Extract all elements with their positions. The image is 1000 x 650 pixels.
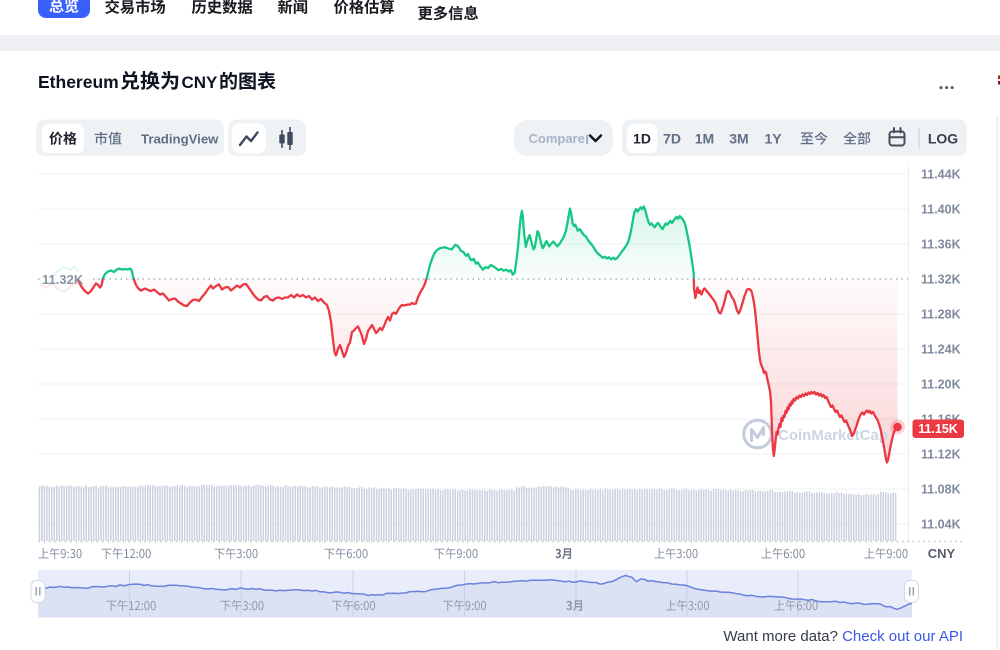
svg-text:11.40K: 11.40K: [921, 203, 961, 217]
svg-text:CNY: CNY: [928, 546, 956, 561]
svg-text:11.20K: 11.20K: [921, 378, 961, 392]
svg-text:TradingView: TradingView: [141, 132, 219, 147]
svg-text:11.36K: 11.36K: [921, 238, 961, 252]
svg-text:1Y: 1Y: [764, 131, 782, 147]
svg-text:Compare: Compare: [529, 131, 585, 146]
svg-text:LOG: LOG: [928, 131, 958, 147]
svg-text:11.44K: 11.44K: [921, 168, 961, 182]
svg-text:11.12K: 11.12K: [921, 448, 961, 462]
svg-text:3M: 3M: [729, 131, 748, 147]
svg-text:CoinMarketCap: CoinMarketCap: [778, 427, 888, 444]
svg-text:7D: 7D: [663, 131, 681, 147]
svg-text:11.15K: 11.15K: [918, 422, 958, 436]
svg-text:Ethereum: Ethereum: [38, 72, 119, 92]
svg-text:Want more data? Check out our: Want more data? Check out our API: [723, 628, 963, 645]
svg-text:1M: 1M: [695, 131, 714, 147]
svg-text:11.08K: 11.08K: [921, 483, 961, 497]
svg-text:11.32K: 11.32K: [921, 273, 961, 287]
svg-text:11.28K: 11.28K: [921, 308, 961, 322]
svg-text:11.04K: 11.04K: [921, 518, 961, 532]
svg-text:11.32K: 11.32K: [42, 272, 84, 287]
svg-text:11.24K: 11.24K: [921, 343, 961, 357]
svg-text:CNY: CNY: [182, 73, 219, 92]
svg-text:1D: 1D: [633, 131, 651, 147]
